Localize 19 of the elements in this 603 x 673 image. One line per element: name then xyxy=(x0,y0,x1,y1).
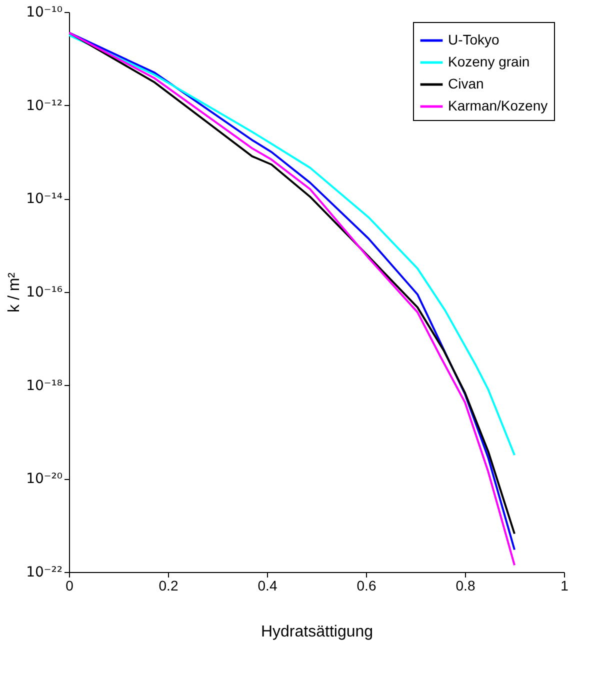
legend-label: U-Tokyo xyxy=(448,32,500,48)
x-axis-title: Hydratsättigung xyxy=(260,624,374,640)
legend-label: Karman/Kozeny xyxy=(448,98,548,114)
y-axis-title: k / m² xyxy=(6,272,24,312)
y-tick-label: 10⁻²² xyxy=(26,564,62,580)
y-tick-label: 10⁻¹⁶ xyxy=(26,284,63,300)
x-tick-label: 0.2 xyxy=(158,578,178,594)
y-tick-label: 10⁻¹⁰ xyxy=(26,4,63,20)
y-tick-label: 10⁻¹⁸ xyxy=(26,378,63,394)
x-tick-label: 0.6 xyxy=(356,578,376,594)
y-tick-label: 10⁻¹⁴ xyxy=(26,191,63,208)
x-tick-label: 1 xyxy=(560,578,569,594)
y-tick-label: 10⁻¹² xyxy=(26,98,62,114)
x-tick-label: 0 xyxy=(66,578,74,594)
legend-label: Civan xyxy=(448,76,484,92)
legend-label: Kozeny grain xyxy=(448,54,530,70)
x-tick-label: 0.4 xyxy=(258,578,278,594)
x-tick-label: 0.8 xyxy=(456,578,476,594)
y-tick-label: 10⁻²⁰ xyxy=(26,471,63,488)
